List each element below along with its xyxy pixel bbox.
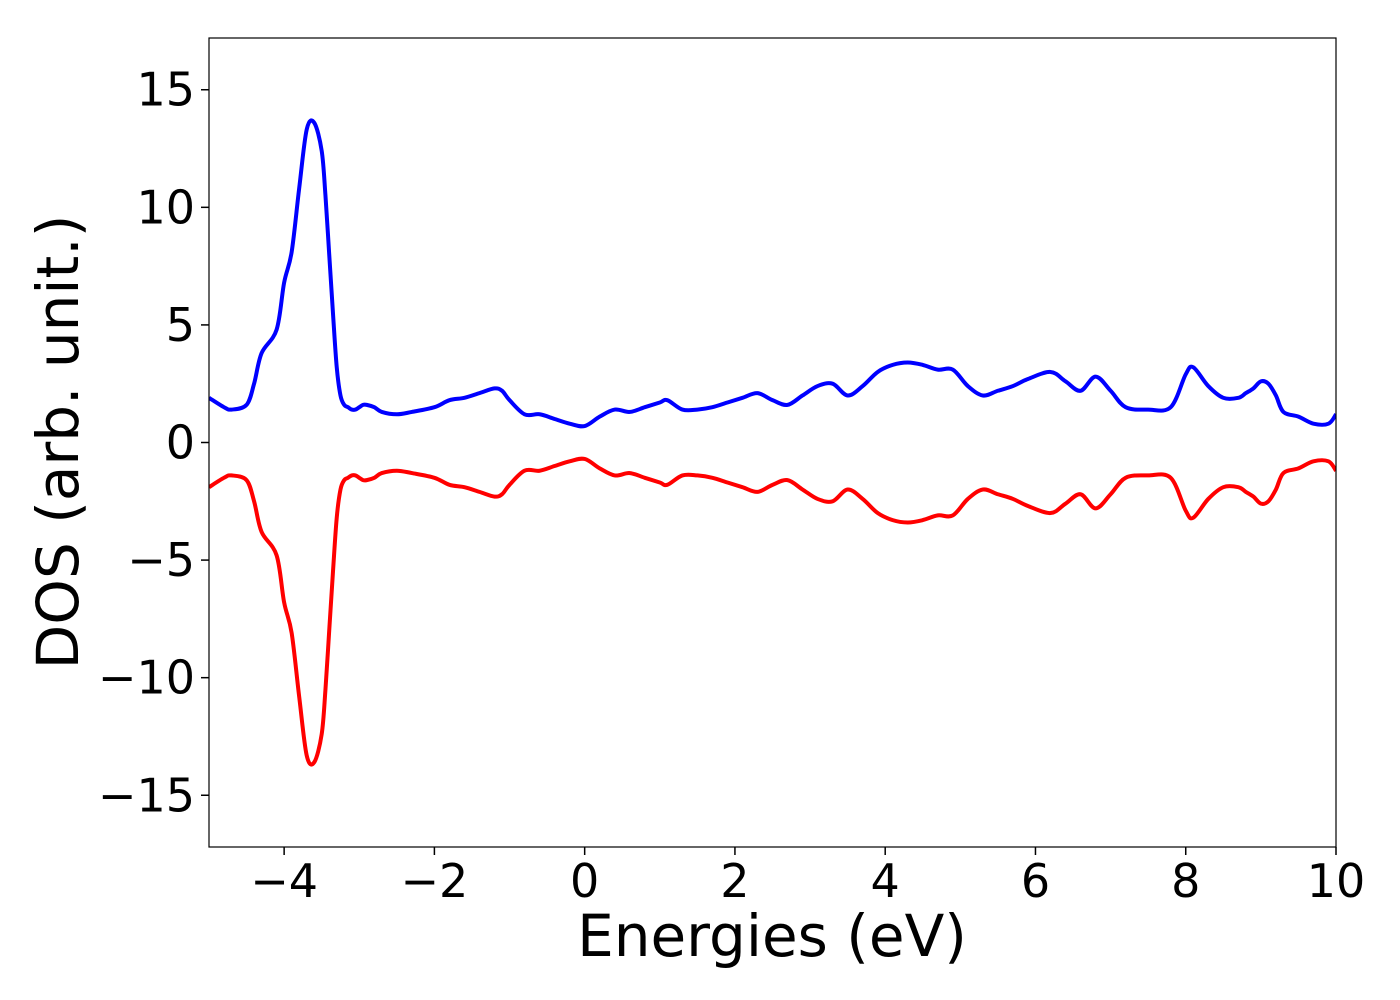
y-tick-label: −5	[127, 533, 195, 587]
x-tick-label: 8	[1171, 854, 1200, 908]
x-axis-ticks: −4 −2 0 2 4 6 8 10	[250, 847, 1365, 908]
x-tick-label: 6	[1021, 854, 1050, 908]
y-tick-label: −10	[98, 651, 195, 705]
y-axis-ticks: 15 10 5 0 −5 −10 −15	[98, 63, 209, 822]
x-tick-label: −2	[400, 854, 468, 908]
series-line-1	[209, 118, 1336, 429]
x-tick-label: 4	[871, 854, 900, 908]
y-tick-label: 15	[136, 63, 195, 117]
x-tick-label: 10	[1307, 854, 1366, 908]
y-tick-label: 0	[166, 416, 195, 470]
series-layer	[209, 118, 1336, 767]
x-axis-label: Energies (eV)	[577, 902, 967, 970]
y-tick-label: −15	[98, 768, 195, 822]
x-tick-label: 0	[570, 854, 599, 908]
series-line-2	[209, 456, 1336, 767]
x-tick-label: 2	[720, 854, 749, 908]
y-tick-label: 5	[166, 298, 195, 352]
plot-background	[209, 38, 1336, 847]
y-tick-label: 10	[136, 180, 195, 234]
x-tick-label: −4	[250, 854, 318, 908]
y-axis-label: DOS (arb. unit.)	[24, 215, 92, 670]
